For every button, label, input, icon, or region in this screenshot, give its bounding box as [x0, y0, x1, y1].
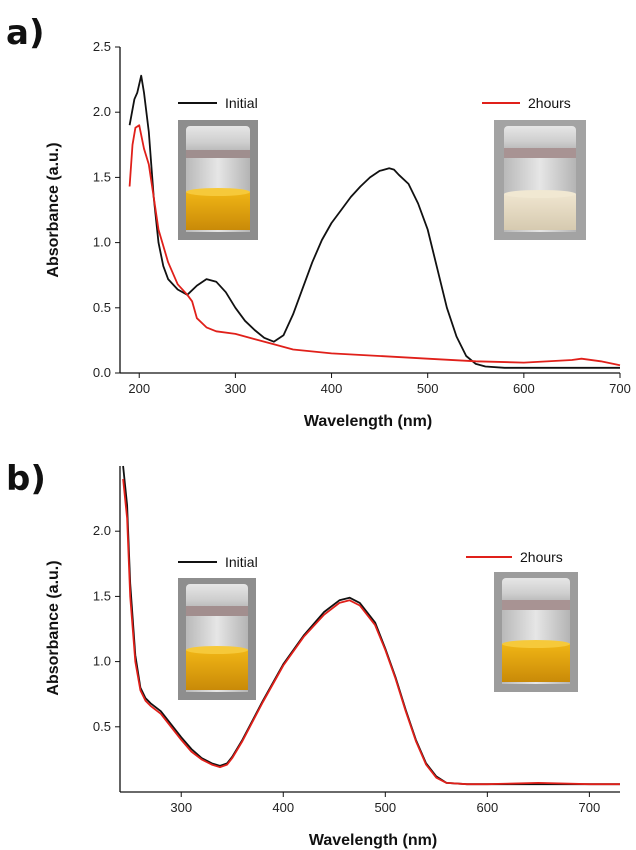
x-tick-label: 500: [417, 381, 439, 396]
vial-photo-initial-b: [178, 578, 256, 700]
x-tick-label: 400: [321, 381, 343, 396]
vial-photo-2hours: [494, 120, 586, 240]
series-line-initial: [128, 74, 620, 369]
legend-label-initial-b: Initial: [225, 554, 258, 570]
panel-a-ylabel: Absorbance (a.u.): [45, 142, 62, 277]
x-tick-label: 200: [128, 381, 150, 396]
x-tick-label: 600: [513, 381, 535, 396]
y-tick-label: 2.0: [93, 104, 111, 119]
y-tick-label: 2.0: [93, 523, 111, 538]
y-tick-label: 0.5: [93, 300, 111, 315]
x-tick-label: 700: [609, 381, 631, 396]
legend-label-2hours-b: 2hours: [520, 549, 563, 565]
vial-photo-2hours-b: [494, 572, 578, 692]
vial-photo-initial: [178, 120, 258, 240]
x-tick-label: 600: [476, 800, 498, 815]
series-line-2hours: [122, 478, 620, 786]
panel-label-a: a): [6, 13, 44, 53]
panel-b-series: [122, 465, 620, 786]
panel-a-series: [128, 74, 621, 369]
y-tick-label: 1.0: [93, 654, 111, 669]
panel-a: a) 200 300 400 500 600 7000.00.51.01.52.02.5 …: [6, 13, 631, 430]
series-line-2hours: [128, 124, 621, 367]
x-tick-label: 700: [579, 800, 601, 815]
x-tick-label: 500: [374, 800, 396, 815]
panel-a-ticks: 200 300 400 500 600 700 0.0 0.5 1.0 1.5 2.0 2.5: [93, 39, 631, 396]
y-tick-label: 1.5: [93, 588, 111, 603]
x-tick-label: 300: [225, 381, 247, 396]
panel-b-ylabel: Absorbance (a.u.): [45, 560, 62, 695]
legend-label-initial: Initial: [225, 95, 258, 111]
panel-b-xlabel: Wavelength (nm): [309, 832, 437, 849]
y-tick-label: 1.0: [93, 235, 111, 250]
panel-a-axes: [119, 47, 620, 374]
x-tick-label: 300: [170, 800, 192, 815]
y-tick-label: 1.5: [93, 169, 111, 184]
y-tick-label: 2.5: [93, 39, 111, 54]
panel-a-xlabel: Wavelength (nm): [304, 413, 432, 430]
panel-b: b) 300 400 500 600 700 0.5 1.0 1.5 2.0 Wavelengt…: [6, 459, 620, 849]
y-tick-label: 0.0: [93, 365, 111, 380]
panel-b-axes: [119, 466, 620, 793]
panel-label-b: b): [6, 459, 46, 499]
panel-b-ticks: 300 400 500 600 700 0.5 1.0 1.5 2.0: [93, 523, 600, 815]
x-tick-label: 400: [272, 800, 294, 815]
legend-label-2hours: 2hours: [528, 95, 571, 111]
y-tick-label: 0.5: [93, 719, 111, 734]
